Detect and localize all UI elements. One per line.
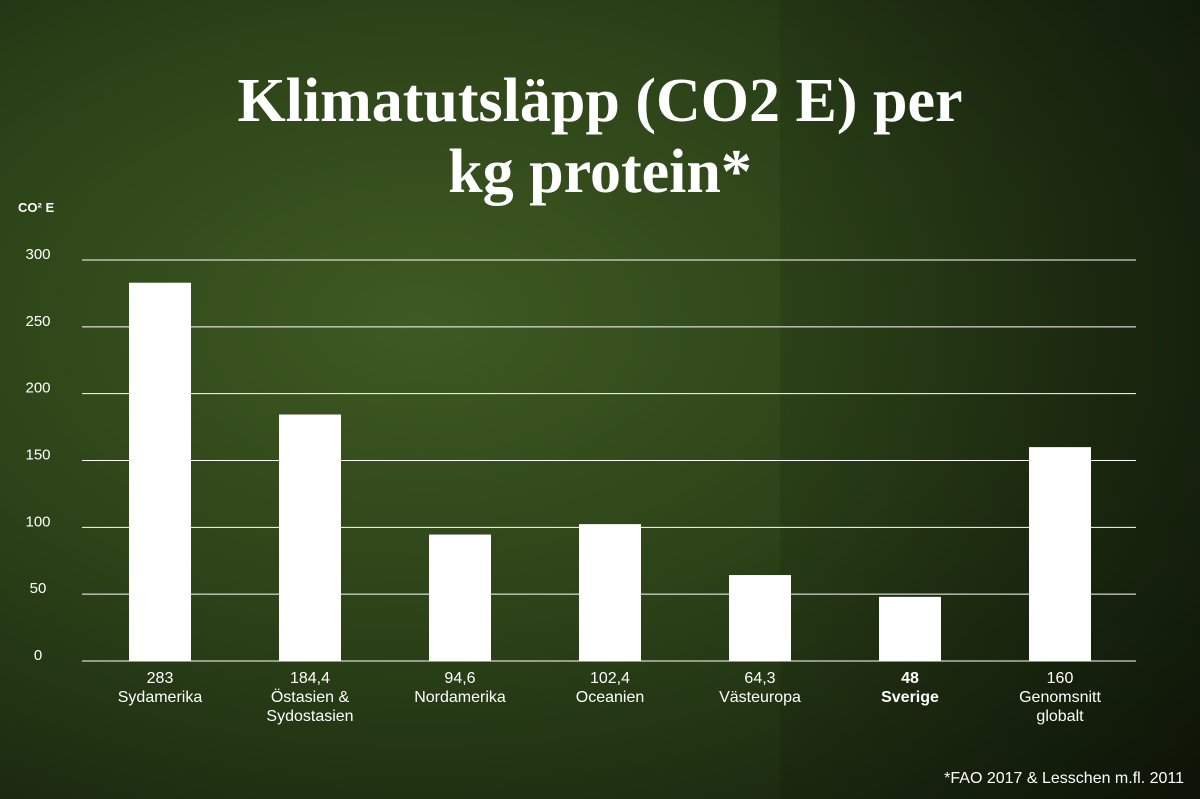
bar: [729, 575, 791, 661]
category-label-group: 283 Sydamerika: [85, 669, 235, 707]
value-label: 102,4: [589, 670, 631, 687]
x-tick-label: Genomsnitt globalt: [1019, 689, 1101, 726]
y-tick-label: 300: [25, 246, 50, 263]
category-label-group: 184,4 Östasien & Sydostasien: [235, 669, 385, 727]
y-tick-label: 0: [34, 647, 42, 664]
x-tick-label: Sydamerika: [117, 689, 203, 707]
category-label-group: 102,4 Oceanien: [535, 669, 685, 707]
chart-title: Klimatutsläpp (CO2 E) per kg protein*: [237, 67, 963, 206]
y-tick-label: 250: [25, 313, 50, 330]
x-tick-label: Östasien & Sydostasien: [266, 689, 354, 726]
x-tick-label: Nordamerika: [414, 689, 506, 707]
category-label-group: 160 Genomsnitt globalt: [985, 669, 1135, 727]
footnote: *FAO 2017 & Lesschen m.fl. 2011: [944, 770, 1184, 787]
value-label: 48: [901, 670, 919, 687]
bar: [429, 534, 491, 661]
value-label: 94,6: [444, 670, 476, 687]
x-tick-label: Västeuropa: [719, 689, 801, 707]
value-label: 283: [146, 670, 174, 687]
bar: [879, 596, 941, 661]
y-tick-label: 200: [25, 380, 50, 397]
value-label: 64,3: [744, 670, 776, 687]
category-label-group: 64,3 Västeuropa: [685, 669, 835, 707]
y-tick-label: 100: [25, 513, 50, 530]
value-label: 184,4: [289, 670, 331, 687]
bar: [1029, 447, 1091, 661]
y-tick-label: 50: [30, 580, 47, 597]
bar: [129, 282, 191, 661]
y-axis-label: CO² E: [18, 200, 55, 215]
x-tick-label: Oceanien: [575, 689, 645, 707]
category-label-group: 94,6 Nordamerika: [385, 669, 535, 707]
x-tick-label: Sverige: [881, 689, 939, 707]
bar: [279, 414, 341, 661]
category-label-group: 48 Sverige: [835, 669, 985, 707]
bar: [579, 524, 641, 661]
value-label: 160: [1046, 670, 1074, 687]
y-tick-label: 150: [25, 446, 50, 463]
